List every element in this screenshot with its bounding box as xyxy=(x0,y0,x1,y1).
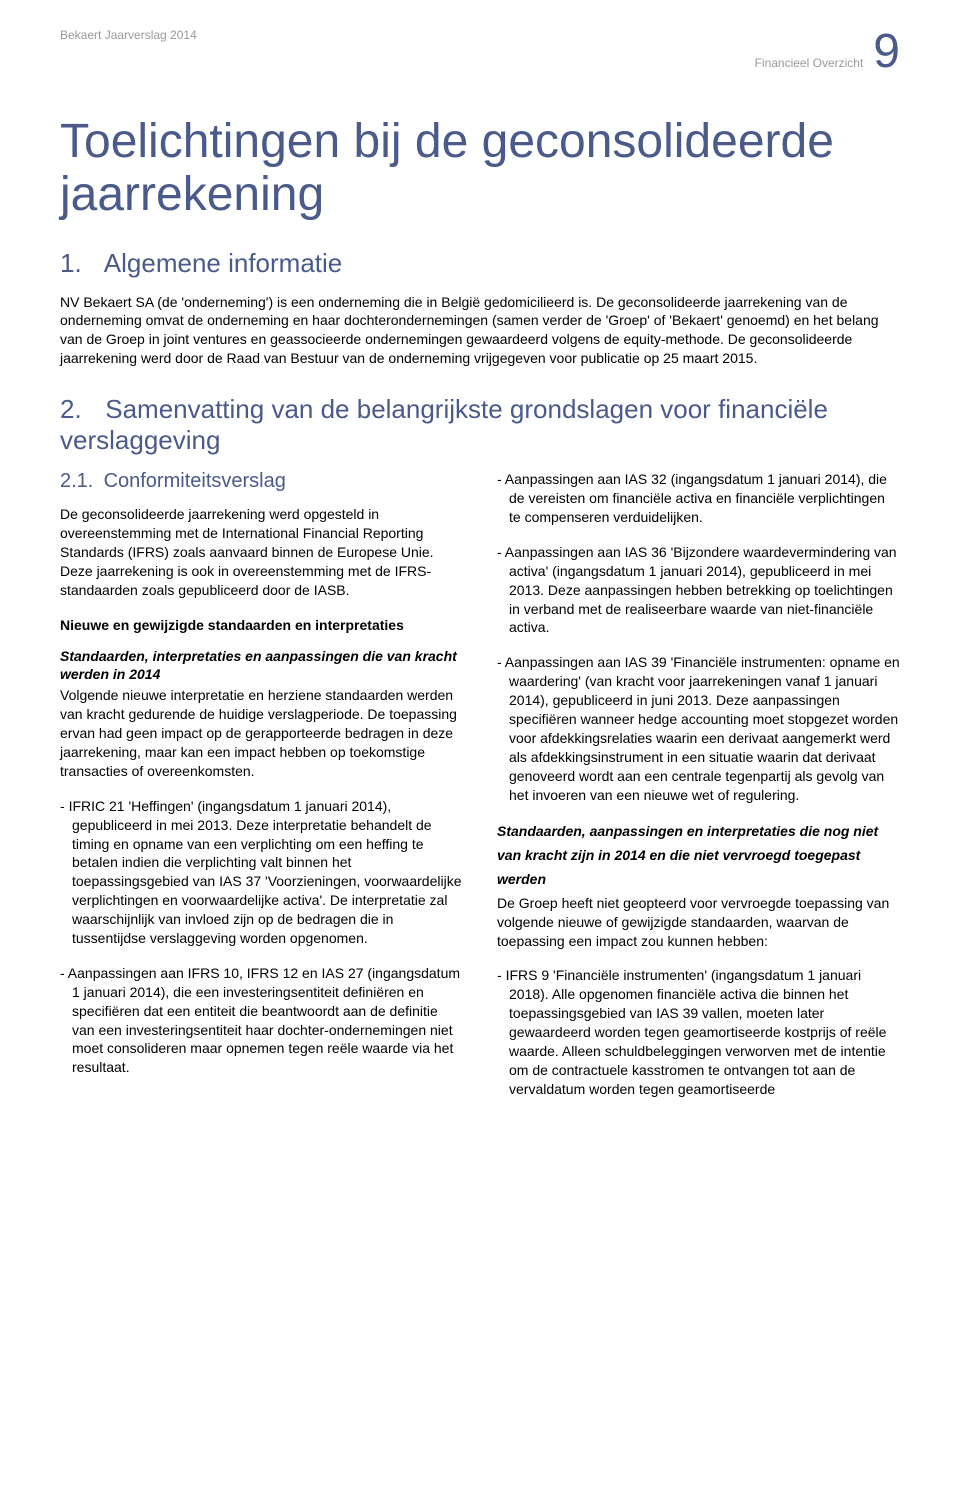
list-item-ias39: Aanpassingen aan IAS 39 'Financiële inst… xyxy=(497,653,900,804)
italic-heading-b: Standaarden, aanpassingen en interpretat… xyxy=(497,820,900,891)
header-right: Financieel Overzicht 9 xyxy=(755,28,900,76)
list-item-ifrs10-12-ias27: Aanpassingen aan IFRS 10, IFRS 12 en IAS… xyxy=(60,964,463,1077)
sub-2-1-heading: 2.1. Conformiteitsverslag xyxy=(60,470,463,493)
list-item-ias32: Aanpassingen aan IAS 32 (ingangsdatum 1 … xyxy=(497,470,900,527)
page-number: 9 xyxy=(873,28,900,76)
bold-heading-a: Nieuwe en gewijzigde standaarden en inte… xyxy=(60,616,463,635)
left-column: 2.1. Conformiteitsverslag De geconsolide… xyxy=(60,470,463,1115)
sub-2-1-num: 2.1. xyxy=(60,470,98,493)
italic-heading-a: Standaarden, interpretaties en aanpassin… xyxy=(60,647,463,685)
sub-2-1-p1: De geconsolideerde jaarrekening werd opg… xyxy=(60,505,463,599)
list-item-ias36: Aanpassingen aan IAS 36 'Bijzondere waar… xyxy=(497,543,900,637)
section-2-num: 2. xyxy=(60,394,98,425)
main-title: Toelichtingen bij de geconsolideerde jaa… xyxy=(60,116,900,222)
two-column-layout: 2.1. Conformiteitsverslag De geconsolide… xyxy=(60,470,900,1115)
section-1-body: NV Bekaert SA (de 'onderneming') is een … xyxy=(60,293,900,369)
right-column: Aanpassingen aan IAS 32 (ingangsdatum 1 … xyxy=(497,470,900,1115)
page-header: Bekaert Jaarverslag 2014 Financieel Over… xyxy=(60,28,900,76)
header-left: Bekaert Jaarverslag 2014 xyxy=(60,28,197,42)
list-item-ifric21: IFRIC 21 'Heffingen' (ingangsdatum 1 jan… xyxy=(60,797,463,948)
list-item-ifrs9: IFRS 9 'Financiële instrumenten' (ingang… xyxy=(497,966,900,1098)
right-p3: De Groep heeft niet geopteerd voor vervr… xyxy=(497,894,900,951)
section-1-title: Algemene informatie xyxy=(104,248,342,278)
section-2-heading: 2. Samenvatting van de belangrijkste gro… xyxy=(60,394,900,456)
section-2-title: Samenvatting van de belangrijkste gronds… xyxy=(60,394,828,455)
section-1-num: 1. xyxy=(60,248,98,279)
spacer xyxy=(60,637,463,647)
sub-2-1-p2: Volgende nieuwe interpretatie en herzien… xyxy=(60,686,463,780)
header-right-label: Financieel Overzicht xyxy=(755,56,864,70)
sub-2-1-title: Conformiteitsverslag xyxy=(104,470,286,492)
section-1-heading: 1. Algemene informatie xyxy=(60,248,900,279)
